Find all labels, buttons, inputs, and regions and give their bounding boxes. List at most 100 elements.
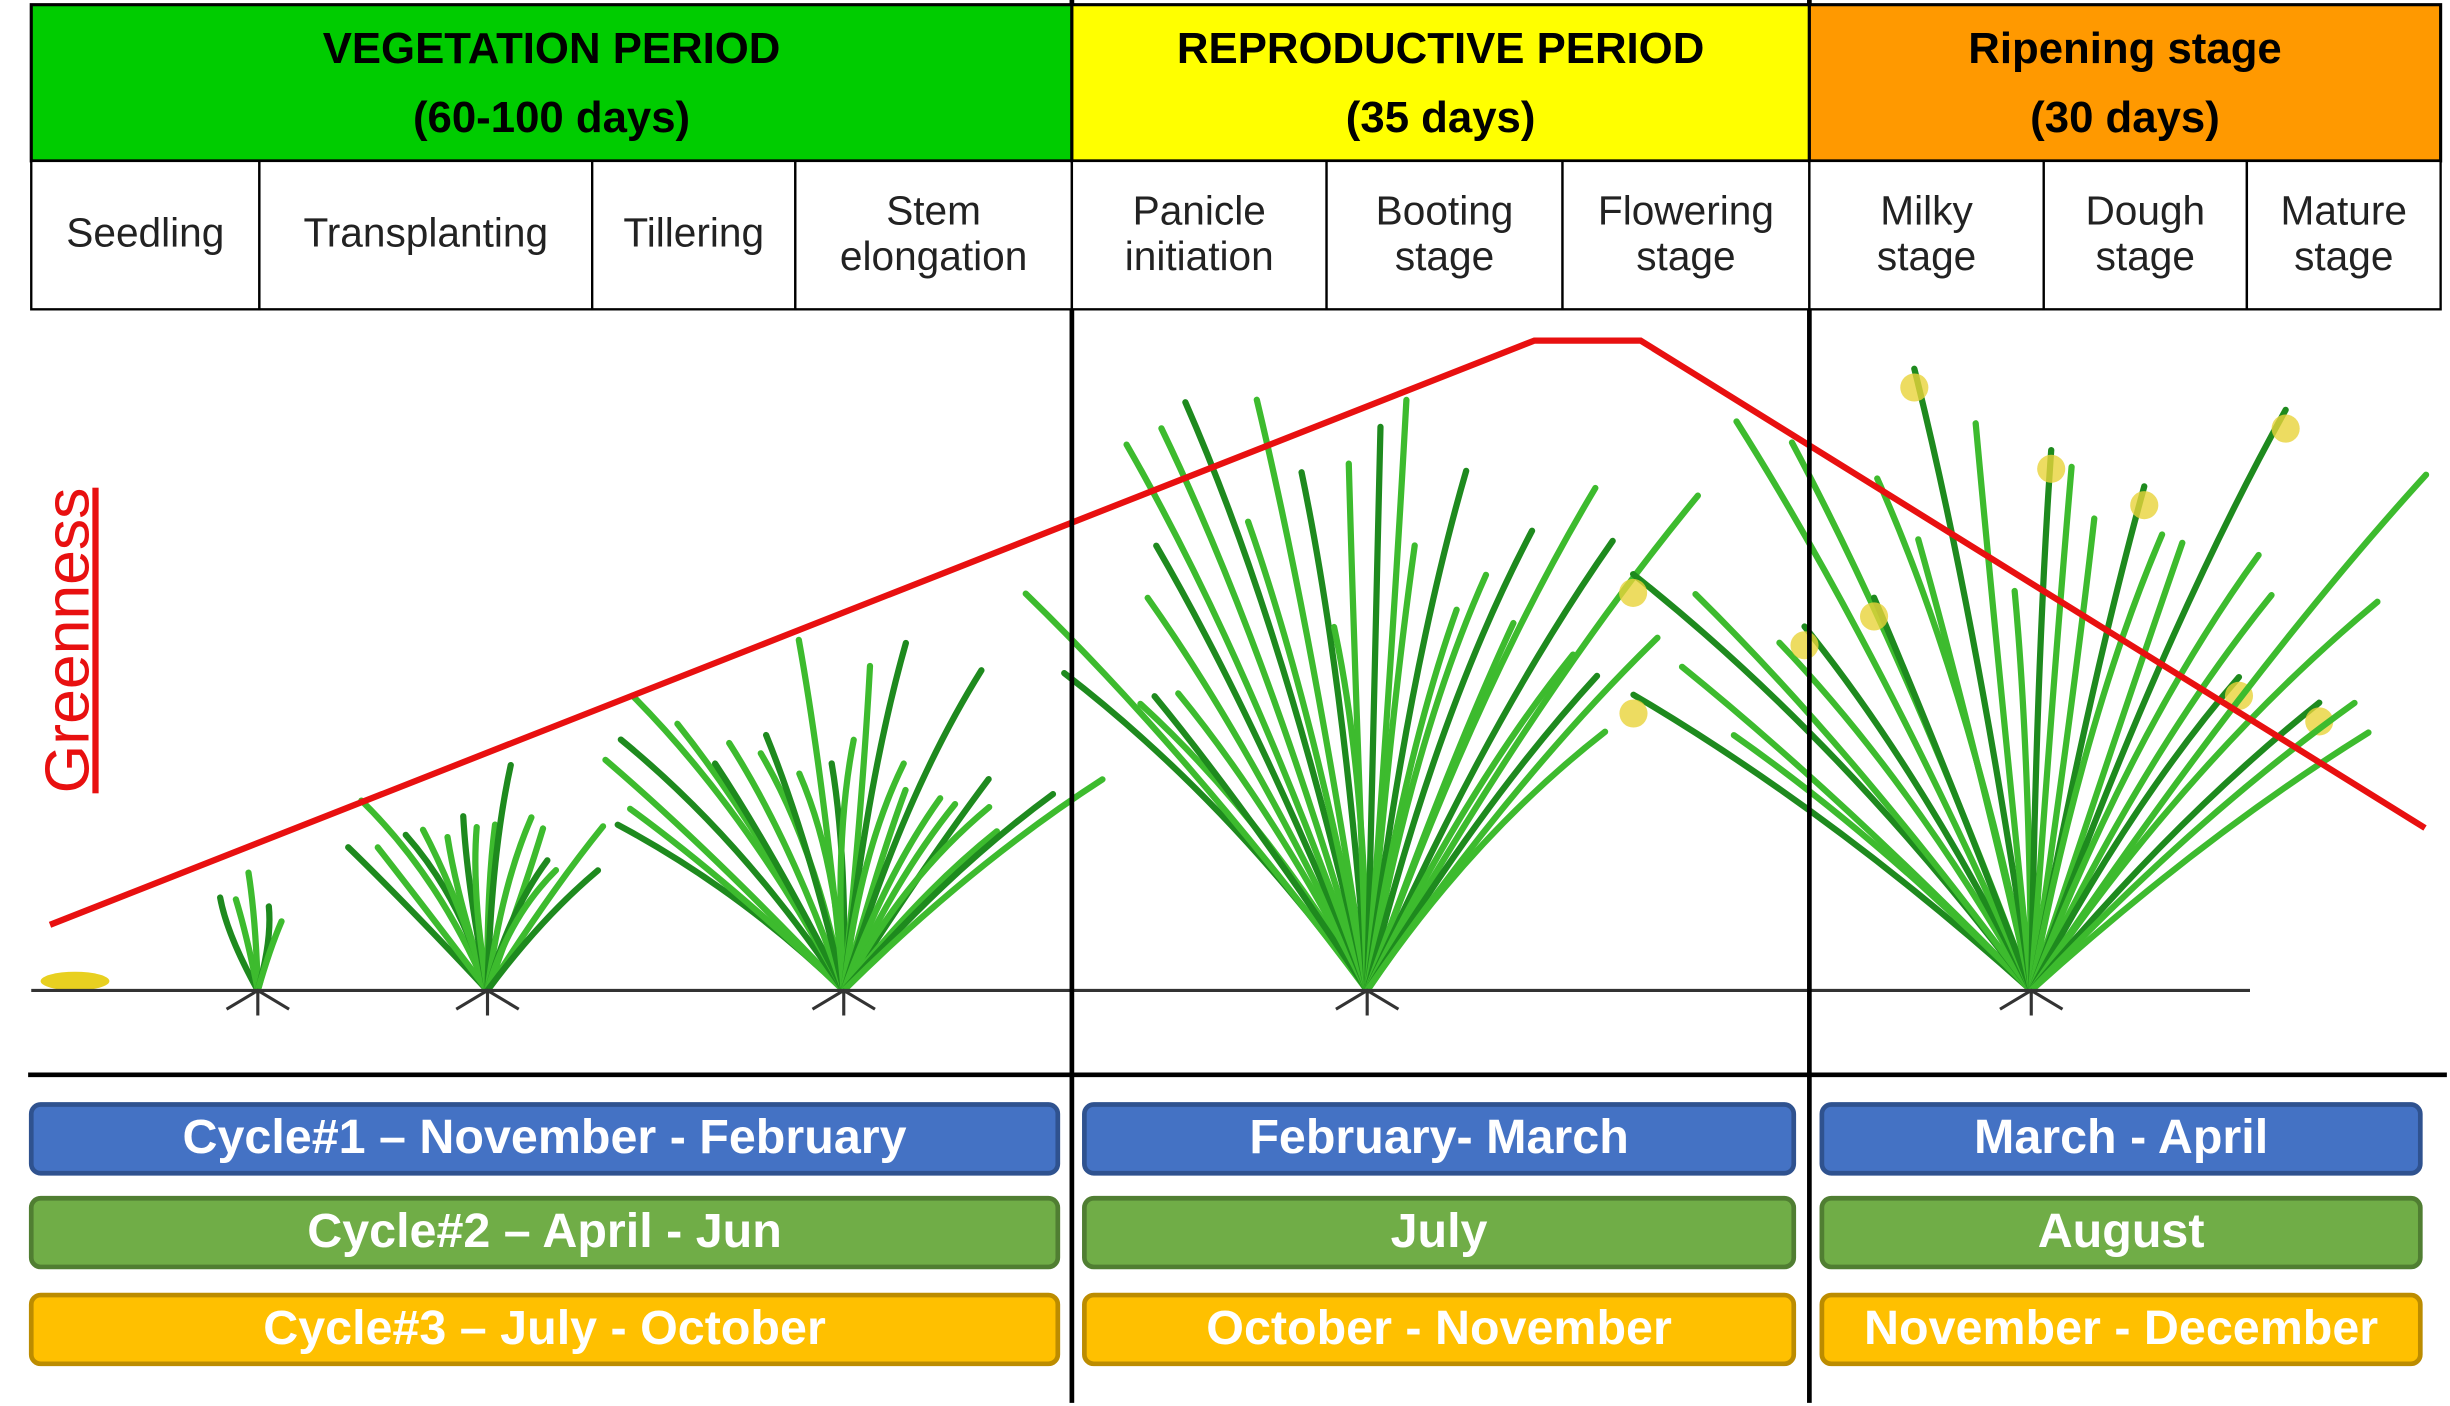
leaf [484,814,535,994]
leaf [1153,542,1371,994]
leaf [2028,598,2381,994]
stage-cell [1325,159,1564,311]
cycle-label: March - April [1974,1110,2268,1164]
roots [455,988,520,1016]
leaf [1158,425,1371,994]
leaf [840,760,907,994]
cycle-label: November - December [1864,1301,2378,1355]
leaf [762,731,847,994]
leaf [2028,515,2098,994]
leaf [1972,420,2035,994]
stage-cell [591,159,797,311]
leaf [837,736,857,994]
axis-label: Greenness [32,488,102,794]
leaf [1364,651,1577,994]
stage-label: Stem [886,188,981,234]
leaf [1364,527,1536,994]
leaf [2028,463,2075,994]
roots [1335,988,1400,1016]
leaf [484,867,560,994]
stage-cell [1808,159,2045,311]
leaf [1733,418,2035,994]
leaf [1915,536,2035,994]
leaf [1364,492,1702,994]
leaf [484,867,602,994]
leaf [1182,399,1371,994]
stage-cell [258,159,594,311]
period-title: VEGETATION PERIOD [323,24,781,73]
leaf [1911,365,2035,994]
leaf [2028,446,2055,994]
grain [2130,491,2159,520]
leaf [1801,623,2035,994]
grain [2271,414,2300,443]
leaf [1776,639,2035,994]
leaf [254,918,285,994]
stage-label: Tillering [623,210,764,256]
leaf [2028,406,2289,994]
leaf [1364,423,1384,994]
leaf [1364,571,1490,994]
stage-label: Panicle [1133,188,1266,234]
leaf [2028,592,2275,994]
stage-label: Booting [1376,188,1514,234]
leaf [1678,663,2035,994]
leaf [2028,551,2262,994]
stage-label: initiation [1125,233,1274,279]
stage-label: Transplanting [303,210,548,256]
leaf [1123,441,1371,994]
leaf [2028,673,2243,994]
leaf [840,776,1106,994]
period-duration: (30 days) [2030,93,2220,142]
leaf [840,667,985,994]
stage-cell [1561,159,1811,311]
leaf [1144,594,1371,994]
cycle-bar [28,1292,1061,1367]
grain [1790,631,1819,660]
cycle-label: Cycle#2 – April - Jun [307,1204,782,1258]
leaf [1151,693,1371,994]
cycle-bar [1819,1102,2423,1176]
grain [1619,578,1648,607]
stage-cell [794,159,1074,311]
cycle-label: August [2038,1204,2205,1258]
grain [2305,707,2334,736]
stage-label: stage [1395,233,1494,279]
leaf [1298,469,1371,994]
leaf [1244,518,1371,994]
leaf [1630,691,2035,994]
leaf [602,756,847,994]
leaf [1692,591,2035,994]
roots [811,988,876,1016]
leaf [1253,396,1371,994]
cycle-bar [1819,1292,2423,1367]
cycle-bar [1082,1195,1797,1270]
stage-label: Dough [2085,188,2205,234]
roots [225,988,290,1016]
leaf [2028,531,2166,994]
greenness-curve [48,337,2427,928]
leaf [617,736,847,994]
grain [2037,454,2066,483]
leaf [840,804,993,994]
leaf [1364,672,1601,994]
stage-label: stage [2294,233,2393,279]
leaf [217,894,261,994]
cycle-label: Cycle#3 – July - October [263,1301,826,1355]
cycle-bar [28,1102,1061,1176]
cycle-label: February- March [1249,1110,1628,1164]
leaf [1345,460,1371,994]
period-header [1070,3,1811,163]
leaf [245,869,261,994]
leaf [472,823,491,994]
stage-label: elongation [840,233,1027,279]
cycle-label: Cycle#1 – November - February [183,1110,907,1164]
cycle-bar [1819,1195,2423,1270]
grain [1619,699,1648,728]
leaf [1364,484,1599,994]
plant-illustrations [40,365,2430,1016]
leaf [711,760,847,994]
leaf [358,797,491,994]
seed [40,971,110,991]
